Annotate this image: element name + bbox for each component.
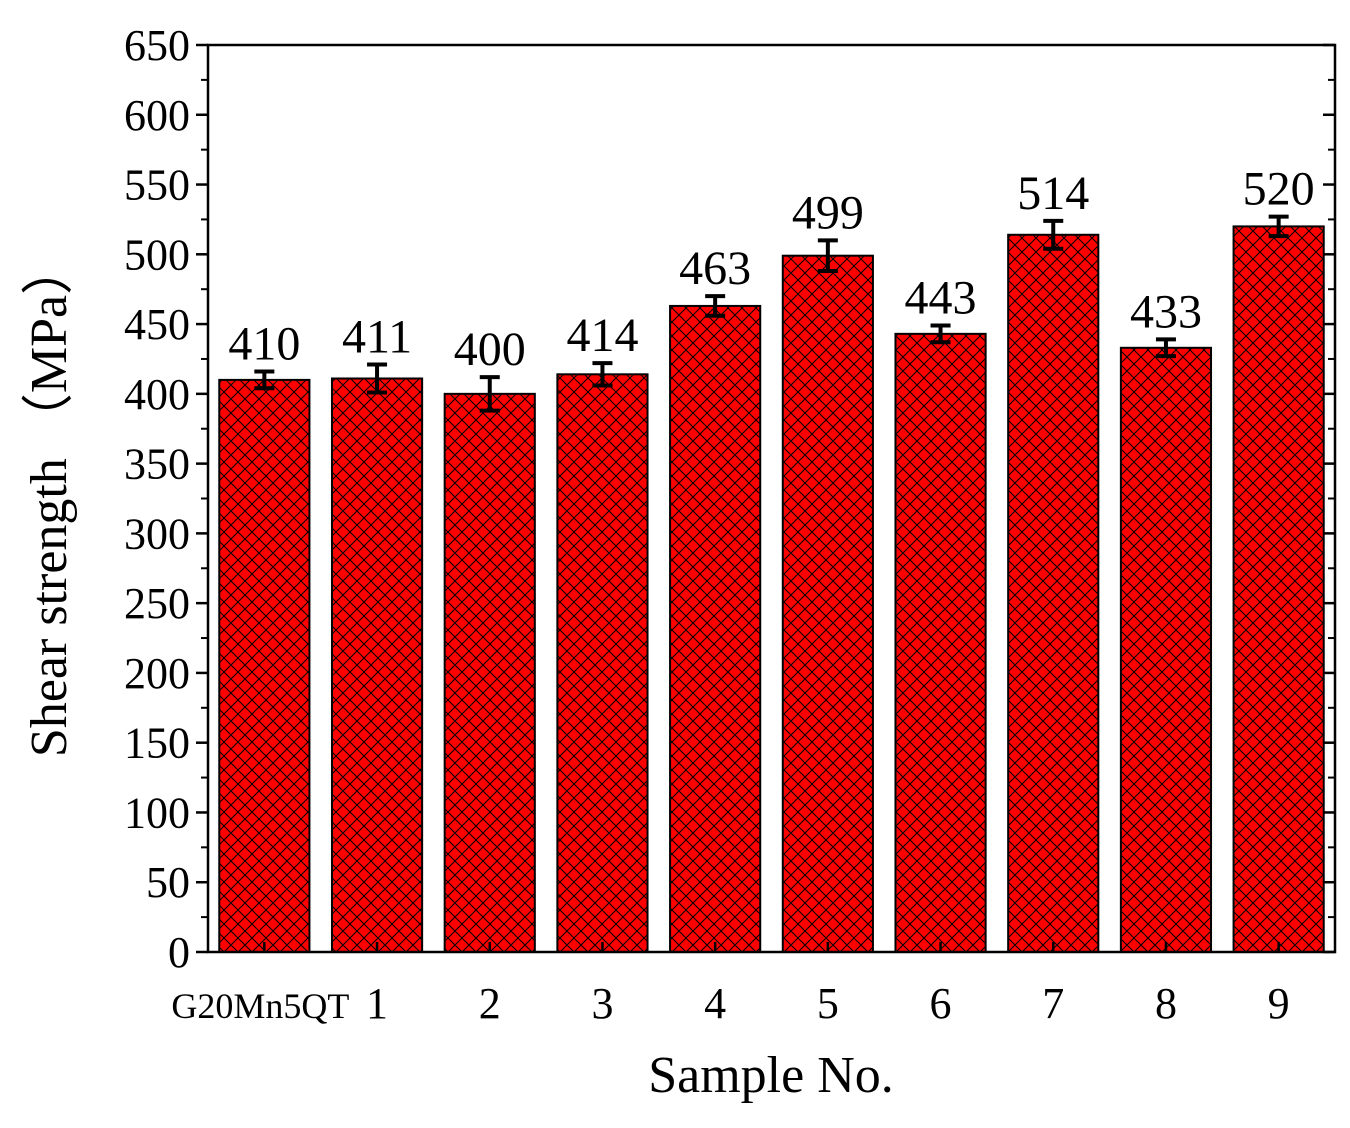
data-label: 463 (679, 242, 751, 295)
bar (781, 254, 874, 954)
data-label: 499 (792, 186, 864, 239)
y-tick-label: 650 (124, 21, 190, 70)
error-bars (254, 214, 1289, 413)
y-tick-label: 0 (168, 928, 190, 977)
x-tick-label: 1 (366, 979, 388, 1028)
bars (218, 225, 1325, 954)
data-label: 433 (1130, 285, 1202, 338)
x-tick-label: G20Mn5QT (171, 986, 349, 1026)
x-tick-label: 2 (479, 979, 501, 1028)
x-tick-label: 5 (817, 979, 839, 1028)
bar (556, 373, 649, 953)
y-tick-label: 350 (124, 440, 190, 489)
y-tick-label: 450 (124, 300, 190, 349)
data-label: 400 (454, 323, 526, 376)
y-tick-label: 550 (124, 161, 190, 210)
y-axis-title: Shear strength （MPa） (21, 243, 78, 757)
y-tick-label: 100 (124, 788, 190, 837)
bar (1007, 233, 1100, 954)
y-tick-label: 600 (124, 91, 190, 140)
data-label: 520 (1243, 163, 1315, 216)
x-tick-label: 8 (1155, 979, 1177, 1028)
y-tick-label: 250 (124, 579, 190, 628)
x-axis-title: Sample No. (648, 1047, 894, 1104)
x-axis: G20Mn5QT 1 2 3 4 5 6 7 8 9 (171, 942, 1290, 1028)
x-tick-label: 7 (1042, 979, 1064, 1028)
value-labels: 410 411 400 414 463 499 443 514 433 520 (228, 163, 1314, 376)
x-tick-label: 6 (930, 979, 952, 1028)
bar (330, 377, 424, 953)
bar (894, 332, 987, 953)
bar (669, 304, 762, 953)
x-tick-label: 9 (1268, 979, 1290, 1028)
bar (1232, 225, 1325, 953)
bar (1119, 346, 1213, 953)
y-tick-label: 500 (124, 230, 190, 279)
data-label: 514 (1017, 167, 1089, 220)
y-axis: 0 50 100 150 200 250 300 350 400 450 500 550 600 650 (124, 21, 1335, 977)
data-label: 411 (342, 311, 412, 364)
y-tick-label: 400 (124, 370, 190, 419)
data-label: 410 (228, 318, 300, 371)
data-label: 443 (905, 271, 977, 324)
y-tick-label: 50 (146, 858, 190, 907)
y-tick-label: 300 (124, 509, 190, 558)
data-label: 414 (566, 309, 638, 362)
x-tick-label: 4 (704, 979, 726, 1028)
bar (218, 378, 311, 953)
y-tick-label: 200 (124, 649, 190, 698)
y-tick-label: 150 (124, 719, 190, 768)
x-tick-label: 3 (591, 979, 613, 1028)
bar (443, 392, 536, 954)
